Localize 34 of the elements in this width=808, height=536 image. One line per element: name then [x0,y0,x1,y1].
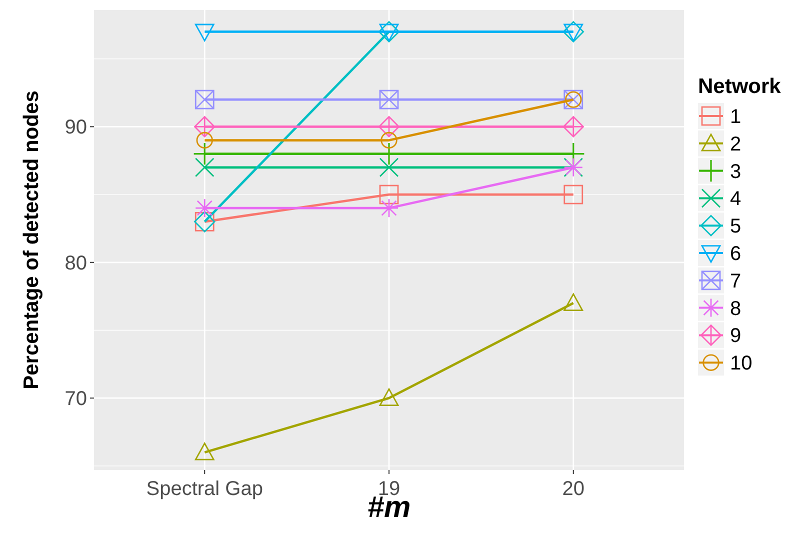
point [196,132,213,149]
point [194,158,214,178]
legend-title: Network [698,75,782,98]
y-tick-label: 70 [64,388,87,410]
legend-label: 5 [730,216,742,238]
point [380,132,398,149]
point [194,90,214,110]
legend-label: 3 [730,160,742,183]
y-tick-label: 80 [64,252,87,274]
legend-label: 10 [730,352,752,375]
x-tick-label: Spectral Gap [146,478,263,500]
point [194,198,214,218]
point [378,116,400,138]
legend-label: 1 [730,106,742,128]
point [194,24,214,42]
legend-label: 4 [730,188,742,210]
legend-label: 2 [730,133,742,156]
y-axis-title: Percentage of detected nodes [20,90,43,390]
point [379,184,399,204]
y-tick-label: 90 [64,116,87,139]
legend-label: 9 [730,325,742,348]
point [379,90,399,110]
x-tick-label: 20 [562,478,584,500]
point [379,198,399,218]
point [379,158,399,178]
point [564,184,584,204]
legend-label: 6 [730,243,742,265]
point [194,116,216,138]
legend-label: 7 [730,270,742,292]
point [562,116,584,138]
point [194,442,214,460]
legend-label: 8 [730,298,742,320]
point [564,293,584,311]
point [379,388,399,406]
